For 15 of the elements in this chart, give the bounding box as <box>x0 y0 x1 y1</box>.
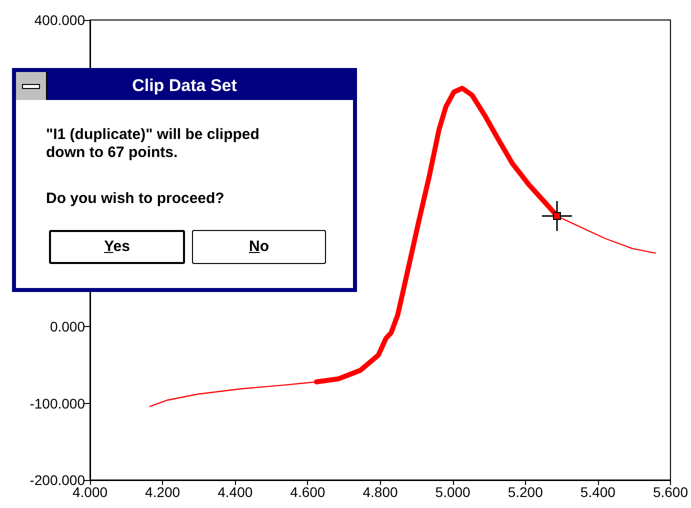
y-tick-label: 400.000 <box>34 12 86 28</box>
x-tick-label: 4.800 <box>362 484 398 500</box>
y-tick-label: 0.000 <box>50 318 86 335</box>
x-tick-label: 4.400 <box>218 484 253 500</box>
annotation: Clip Data Set <box>132 76 237 95</box>
x-tick-label: 5.200 <box>508 484 544 500</box>
x-tick-label: 4.200 <box>145 484 180 500</box>
annotation: "I1 (duplicate)" will be clipped down to 67 points. <box>46 126 260 162</box>
x-tick-label: 5.600 <box>652 484 688 500</box>
dialog-window: Clip Data Set "I1 (duplicate)" will be clipped down to 67 points. Do you wish to proceed? Yes No <box>12 68 357 292</box>
x-tick-label: 5.400 <box>580 484 616 500</box>
x-tick-label: 5.000 <box>435 484 471 500</box>
x-tick-label: 4.600 <box>290 484 326 500</box>
annotation: Do you wish to proceed? <box>46 190 224 207</box>
y-tick-label: -100.000 <box>30 395 86 412</box>
